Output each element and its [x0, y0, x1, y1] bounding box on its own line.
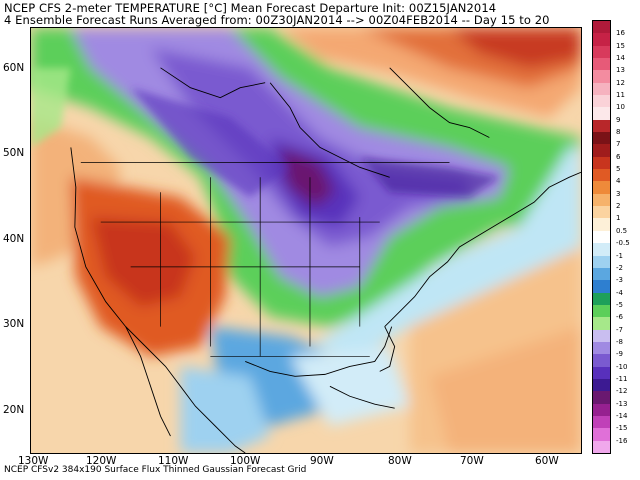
color-scale-label: 1 [616, 214, 621, 223]
color-scale-label: -9 [616, 350, 623, 359]
color-scale-label: -4 [616, 288, 623, 297]
color-scale-label: -8 [616, 337, 623, 346]
lon-label: 70W [460, 455, 484, 467]
color-scale-swatch [593, 107, 610, 121]
color-scale-label: -16 [616, 436, 628, 445]
color-scale-label: 8 [616, 128, 621, 137]
color-scale-label: 3 [616, 189, 621, 198]
color-scale-swatch [593, 218, 610, 232]
color-scale-label: 11 [616, 91, 625, 100]
color-scale-swatch [593, 354, 610, 368]
color-scale-swatch [593, 45, 610, 59]
color-scale-swatch [593, 181, 610, 195]
lon-label: 90W [310, 455, 334, 467]
lon-label: 110W [158, 455, 189, 467]
color-scale-label: -12 [616, 387, 628, 396]
lon-label: 130W [18, 455, 49, 467]
color-scale-swatch [593, 378, 610, 392]
color-scale-label: -15 [616, 424, 628, 433]
map-footer: NCEP CFSv2 384x190 Surface Flux Thinned … [4, 465, 307, 475]
color-scale-label: 6 [616, 152, 621, 161]
color-scale-swatch [593, 317, 610, 331]
color-scale-swatch [593, 415, 610, 429]
color-scale-label: -2 [616, 263, 623, 272]
color-scale-swatch [593, 132, 610, 145]
color-scale-label: 4 [616, 177, 621, 186]
anomaly-field-detail [31, 67, 500, 198]
color-scale-label: 5 [616, 165, 621, 174]
color-scale-label: -10 [616, 362, 628, 371]
color-scale-swatch [593, 206, 610, 219]
color-scale-swatch [593, 366, 610, 380]
color-scale-label: -3 [616, 276, 623, 285]
lon-label: 80W [388, 455, 412, 467]
color-scale-label: -1 [616, 251, 623, 260]
temperature-anomaly-map [30, 27, 582, 454]
color-scale-swatch [593, 95, 610, 108]
color-scale-label: -0.5 [616, 239, 630, 248]
color-scale-swatch [593, 243, 610, 256]
map-title-line-2: 4 Ensemble Forecast Runs Averaged from: … [4, 13, 550, 27]
map-canvas [31, 28, 581, 453]
color-scale-swatch [593, 255, 610, 269]
color-scale-swatch [593, 144, 610, 158]
lon-label: 60W [535, 455, 559, 467]
color-scale-swatch [593, 304, 610, 318]
color-scale-swatch [593, 58, 610, 71]
anomaly-field [31, 28, 581, 453]
color-scale-label: 2 [616, 202, 621, 211]
lat-label: 60N [3, 62, 25, 74]
color-scale-swatch [593, 403, 610, 417]
color-scale-label: 13 [616, 66, 625, 75]
lat-label: 50N [3, 147, 25, 159]
color-scale-label: 9 [616, 115, 621, 124]
color-scale-label: -5 [616, 300, 623, 309]
color-scale-label: 14 [616, 54, 625, 63]
coastlines [70, 67, 581, 453]
lon-label: 120W [86, 455, 117, 467]
color-scale-swatch [593, 292, 610, 306]
color-scale-label: 7 [616, 140, 621, 149]
color-scale-label: 15 [616, 41, 625, 50]
color-scale-label: -14 [616, 411, 628, 420]
color-scale-swatch [593, 33, 610, 47]
color-scale-swatch [593, 169, 610, 182]
color-scale-label: -6 [616, 313, 623, 322]
color-scale-swatch [593, 391, 610, 405]
color-scale-swatch [593, 82, 610, 96]
color-scale-legend [592, 20, 611, 454]
color-scale-label: 0.5 [616, 226, 628, 235]
color-scale-label: -7 [616, 325, 623, 334]
color-scale-swatch [593, 428, 610, 442]
lon-label: 100W [230, 455, 261, 467]
color-scale-label: -11 [616, 374, 628, 383]
color-scale-swatch [593, 156, 610, 170]
color-scale-label: -13 [616, 399, 628, 408]
color-scale-swatch [593, 267, 610, 281]
color-scale-swatch [593, 230, 610, 244]
color-scale-swatch [593, 440, 610, 454]
map-title-line-1: NCEP CFS 2-meter TEMPERATURE [°C] Mean F… [4, 1, 497, 15]
color-scale-swatch [593, 119, 610, 133]
color-scale-swatch [593, 70, 610, 84]
color-scale-swatch [593, 21, 610, 34]
color-scale-swatch [593, 329, 610, 343]
color-scale-label: 16 [616, 29, 625, 38]
lat-label: 30N [3, 318, 25, 330]
lat-label: 20N [3, 404, 25, 416]
color-scale-swatch [593, 341, 610, 355]
color-scale-swatch [593, 193, 610, 207]
political-borders [80, 162, 450, 357]
color-scale-label: 10 [616, 103, 625, 112]
lat-label: 40N [3, 233, 25, 245]
color-scale-label: 12 [616, 78, 625, 87]
color-scale-swatch [593, 280, 610, 294]
